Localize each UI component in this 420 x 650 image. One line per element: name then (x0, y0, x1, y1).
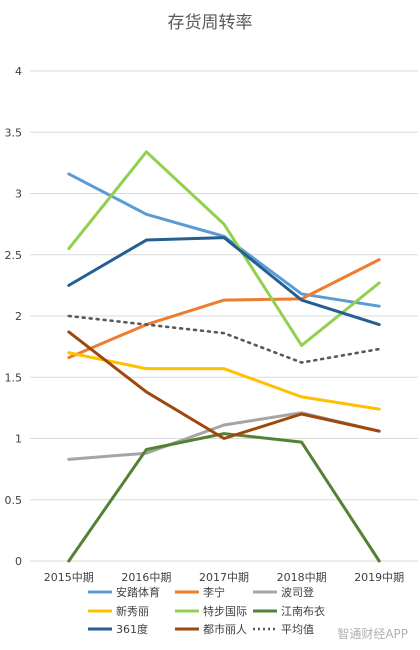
y-tick-label: 4 (15, 65, 22, 78)
legend-item-5: 江南布衣 (253, 604, 325, 618)
series-lines (67, 150, 381, 563)
legend-label: 江南布衣 (281, 604, 325, 618)
y-tick-label: 1 (15, 433, 22, 446)
legend-item-7: 都市丽人 (175, 622, 247, 636)
y-axis-ticks: 0 0.5 1 1.5 2 2.5 3 3.5 4 (5, 65, 23, 568)
legend-item-4: 特步国际 (175, 604, 247, 618)
x-tick-label: 2016中期 (121, 571, 171, 584)
watermark: 智通财经APP (337, 627, 408, 641)
legend-label: 安踏体育 (116, 585, 160, 599)
x-tick-label: 2017中期 (199, 571, 249, 584)
series-line-5 (67, 432, 381, 563)
y-tick-label: 0 (15, 555, 22, 568)
series-line-1 (67, 258, 381, 360)
series-line-7 (67, 330, 381, 440)
legend-item-8: 平均值 (253, 623, 314, 636)
series-line-3 (67, 351, 381, 411)
legend-item-0: 安踏体育 (88, 585, 160, 599)
series-line-6 (67, 236, 381, 327)
legend-label: 李宁 (203, 585, 225, 599)
x-tick-label: 2018中期 (277, 571, 327, 584)
legend-label: 平均值 (281, 623, 314, 636)
y-tick-label: 1.5 (5, 371, 23, 384)
legend-label: 361度 (116, 622, 148, 636)
legend-label: 特步国际 (203, 604, 247, 618)
y-tick-label: 3 (15, 188, 22, 201)
x-axis-ticks: 2015中期 2016中期 2017中期 2018中期 2019中期 (44, 571, 404, 584)
series-line-4 (67, 150, 381, 347)
x-tick-label: 2019中期 (354, 571, 404, 584)
legend-label: 都市丽人 (203, 622, 247, 636)
legend-label: 波司登 (281, 585, 314, 599)
chart-title: 存货周转率 (167, 13, 253, 33)
legend-item-3: 新秀丽 (88, 604, 149, 618)
y-tick-label: 3.5 (5, 126, 23, 139)
legend-item-6: 361度 (88, 622, 148, 636)
y-tick-label: 2 (15, 310, 22, 323)
y-tick-label: 0.5 (5, 494, 23, 507)
y-tick-label: 2.5 (5, 249, 23, 262)
legend-item-1: 李宁 (175, 585, 225, 599)
legend-label: 新秀丽 (116, 604, 149, 618)
series-line-8 (67, 314, 381, 364)
grid-lines (30, 70, 418, 562)
legend-item-2: 波司登 (253, 585, 314, 599)
x-tick-label: 2015中期 (44, 571, 94, 584)
